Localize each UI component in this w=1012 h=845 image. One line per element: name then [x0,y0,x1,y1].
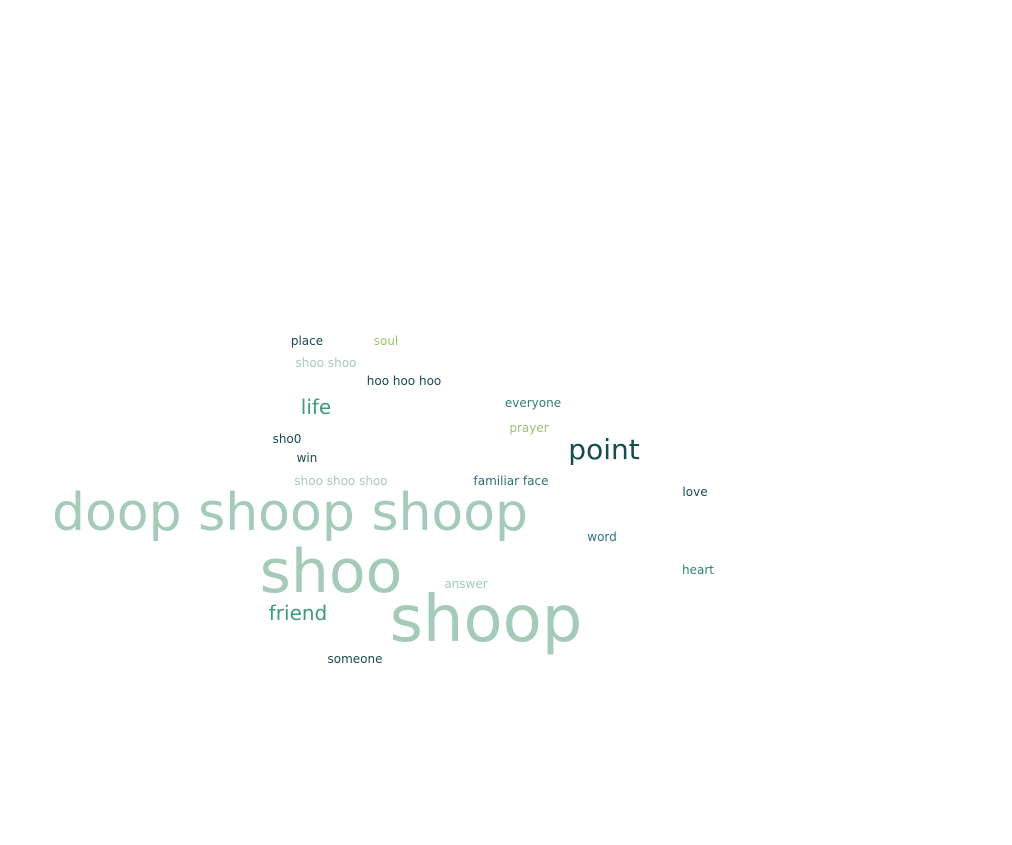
word-friend: friend [268,601,328,625]
word-doop-shoop-shoop: doop shoop shoop [51,483,529,543]
word-someone: someone [327,652,383,666]
word-heart: heart [682,563,714,577]
word-shoo-shoo: shoo shoo [295,356,357,370]
word-life: life [300,395,332,419]
word-shoo-shoo-shoo: shoo shoo shoo [294,474,388,488]
word-sho0: sho0 [272,432,302,446]
word-answer: answer [444,577,488,591]
word-hoo-hoo-hoo: hoo hoo hoo [366,374,442,388]
word-shoo: shoo [259,537,403,607]
word-place: place [290,334,324,348]
word-point: point [568,433,640,466]
word-love: love [682,485,708,499]
word-everyone: everyone [504,396,562,410]
word-prayer: prayer [509,421,549,435]
word-word: word [587,530,617,544]
word-win: win [296,451,318,465]
word-shoop: shoop [389,583,583,657]
word-familiar-face: familiar face [473,474,549,488]
word-soul: soul [373,334,399,348]
